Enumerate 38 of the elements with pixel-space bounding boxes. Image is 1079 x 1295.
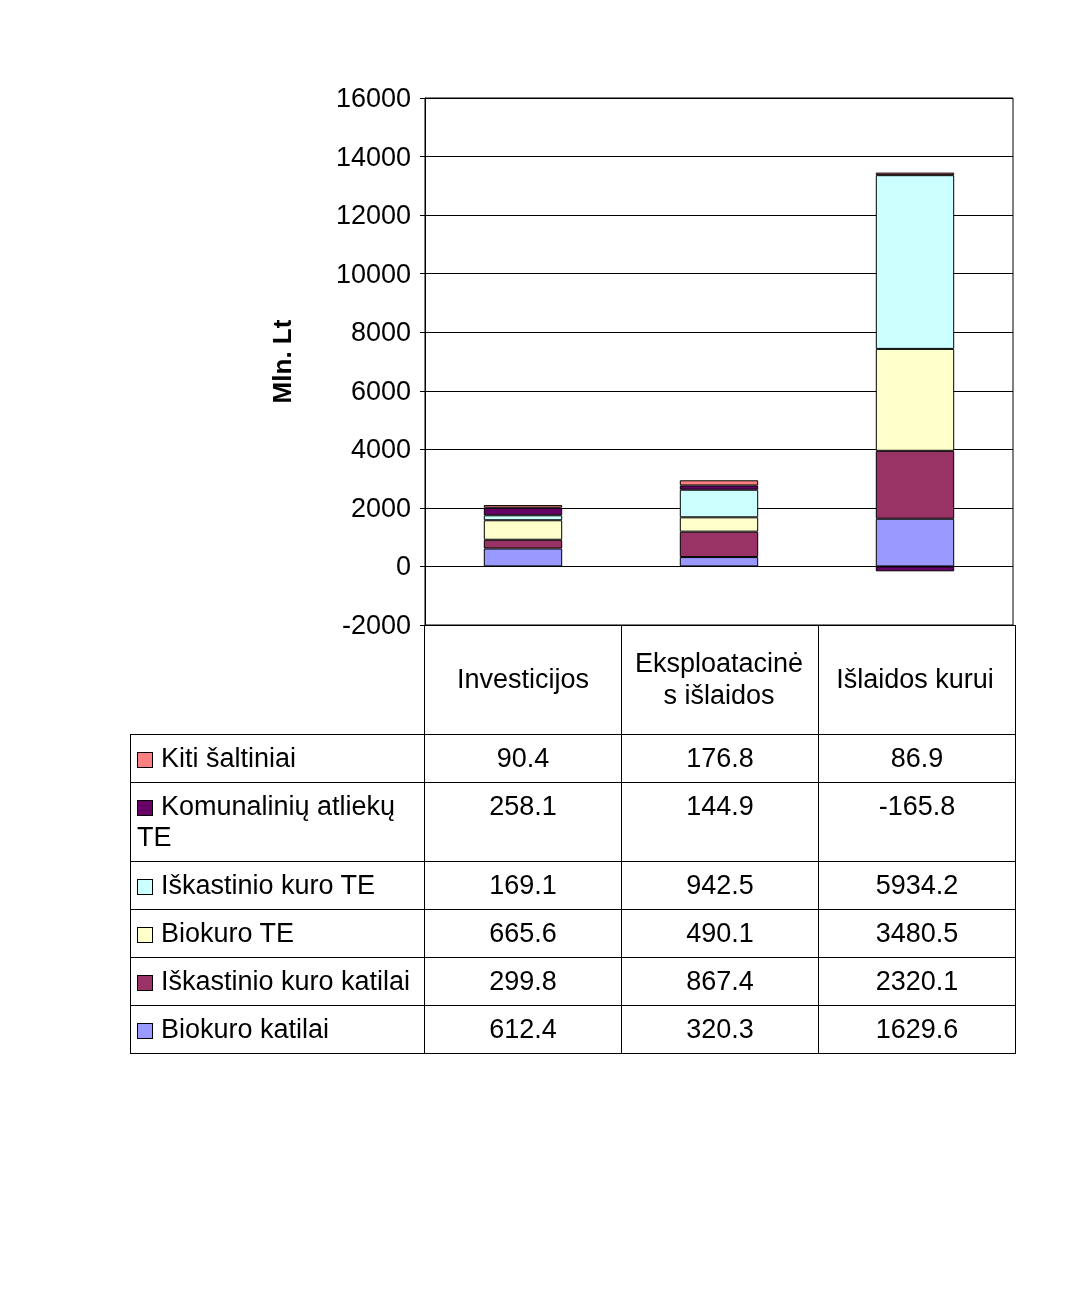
- x-tick-label: Išlaidos kurui: [836, 664, 994, 694]
- data-label: 867.4: [621, 957, 819, 1006]
- y-tick-label: 10000: [335, 258, 411, 289]
- legend-label: Iškastinio kuro TE: [130, 861, 425, 910]
- data-label: 3480.5: [818, 909, 1016, 958]
- x-tick-label: Investicijos: [456, 664, 590, 694]
- data-label: 169.1: [424, 861, 622, 910]
- data-label: 612.4: [424, 1005, 622, 1054]
- legend-label: Biokuro TE: [130, 909, 425, 958]
- y-tick-label: 2000: [350, 492, 411, 523]
- data-label: 176.8: [621, 734, 819, 783]
- y-tick-label: 6000: [350, 375, 411, 406]
- data-label: 5934.2: [818, 861, 1016, 910]
- data-label: 665.6: [424, 909, 622, 958]
- legend-label: Kiti šaltiniai: [130, 734, 425, 783]
- y-tick-label: 12000: [335, 200, 411, 231]
- data-label: 144.9: [621, 782, 819, 862]
- data-label: 90.4: [424, 734, 622, 783]
- data-label: 86.9: [818, 734, 1016, 783]
- data-label: 320.3: [621, 1005, 819, 1054]
- y-tick-label: 8000: [350, 317, 411, 348]
- y-tick-label: 14000: [335, 141, 411, 172]
- y-axis-title: Mln. Lt: [267, 319, 297, 404]
- y-tick-label: 4000: [350, 434, 411, 465]
- legend-label: Biokuro katilai: [130, 1005, 425, 1054]
- data-label: 2320.1: [818, 957, 1016, 1006]
- x-tick-label: Eksploatacinės išlaidos: [634, 648, 804, 710]
- legend-label: Iškastinio kuro katilai: [130, 957, 425, 1006]
- data-label: 490.1: [621, 909, 819, 958]
- y-tick-label: 0: [395, 551, 411, 582]
- data-label: -165.8: [818, 782, 1016, 862]
- data-label: 1629.6: [818, 1005, 1016, 1054]
- legend-label: Komunalinių atliekų TE: [130, 782, 425, 862]
- y-tick-label: 16000: [335, 83, 411, 113]
- data-label: 299.8: [424, 957, 622, 1006]
- data-label: 258.1: [424, 782, 622, 862]
- y-tick-label: -2000: [341, 610, 411, 640]
- data-label: 942.5: [621, 861, 819, 910]
